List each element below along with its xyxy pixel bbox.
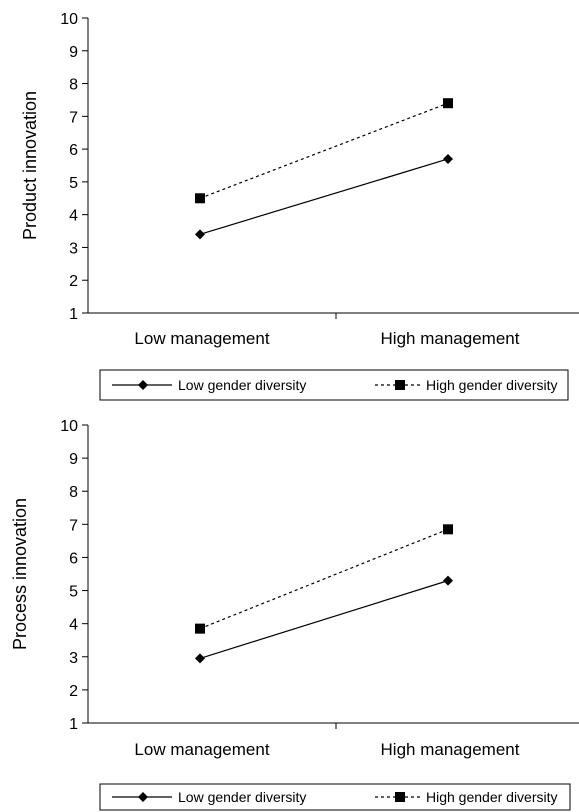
y-tick-label: 4 bbox=[69, 208, 78, 225]
legend-marker-diamond bbox=[138, 380, 148, 390]
data-point-square bbox=[195, 623, 205, 634]
y-axis-label: Process innovation bbox=[10, 498, 30, 650]
data-point-diamond bbox=[195, 229, 205, 240]
y-tick-label: 9 bbox=[69, 44, 78, 61]
x-tick-label: High management bbox=[381, 740, 520, 759]
data-point-square bbox=[443, 98, 453, 109]
y-tick-label: 10 bbox=[60, 418, 78, 435]
y-tick-label: 4 bbox=[69, 617, 78, 634]
data-point-diamond bbox=[443, 153, 453, 164]
y-tick-label: 5 bbox=[69, 584, 78, 601]
y-tick-label: 1 bbox=[69, 716, 78, 733]
series-line bbox=[199, 580, 449, 660]
y-tick-label: 7 bbox=[69, 109, 78, 126]
data-point-diamond bbox=[443, 575, 453, 586]
legend-label: Low gender diversity bbox=[178, 789, 306, 805]
series-line bbox=[199, 102, 449, 199]
y-tick-label: 2 bbox=[69, 683, 78, 700]
data-point-square bbox=[195, 193, 205, 204]
y-tick-label: 3 bbox=[69, 240, 78, 257]
y-tick-label: 6 bbox=[69, 550, 78, 567]
legend: Low gender diversity High gender diversit… bbox=[99, 783, 571, 811]
y-tick-label: 9 bbox=[69, 451, 78, 468]
y-tick-label: 6 bbox=[69, 142, 78, 159]
x-tick-label: Low management bbox=[134, 740, 269, 759]
legend-label: Low gender diversity bbox=[178, 377, 306, 393]
y-tick-label: 10 bbox=[60, 11, 78, 28]
x-tick-label: Low management bbox=[134, 329, 269, 348]
y-tick-label: 8 bbox=[69, 484, 78, 501]
y-tick-label: 8 bbox=[69, 77, 78, 94]
chart-2: 1 2 3 4 5 6 7 8 9 10 Low management High management… bbox=[10, 418, 579, 811]
data-point-square bbox=[443, 524, 453, 535]
x-tick-label: High management bbox=[381, 329, 520, 348]
legend-box bbox=[99, 783, 571, 811]
series-line bbox=[199, 158, 449, 235]
legend-box bbox=[99, 369, 569, 401]
y-tick-label: 3 bbox=[69, 650, 78, 667]
legend-label: High gender diversity bbox=[426, 789, 558, 805]
y-tick-label: 1 bbox=[69, 306, 78, 323]
series-line bbox=[199, 528, 449, 630]
y-tick-label: 7 bbox=[69, 517, 78, 534]
legend-marker-square bbox=[395, 380, 405, 390]
data-point-diamond bbox=[195, 653, 205, 664]
legend-marker-diamond bbox=[138, 792, 148, 802]
chart-1: 1 2 3 4 5 6 7 8 9 10 Low management High management… bbox=[20, 11, 579, 401]
legend-label: High gender diversity bbox=[426, 377, 558, 393]
legend-marker-square bbox=[395, 792, 405, 802]
legend: Low gender diversity High gender diversit… bbox=[99, 369, 569, 401]
y-axis-label: Product innovation bbox=[20, 91, 40, 240]
y-tick-label: 5 bbox=[69, 175, 78, 192]
y-tick-label: 2 bbox=[69, 273, 78, 290]
